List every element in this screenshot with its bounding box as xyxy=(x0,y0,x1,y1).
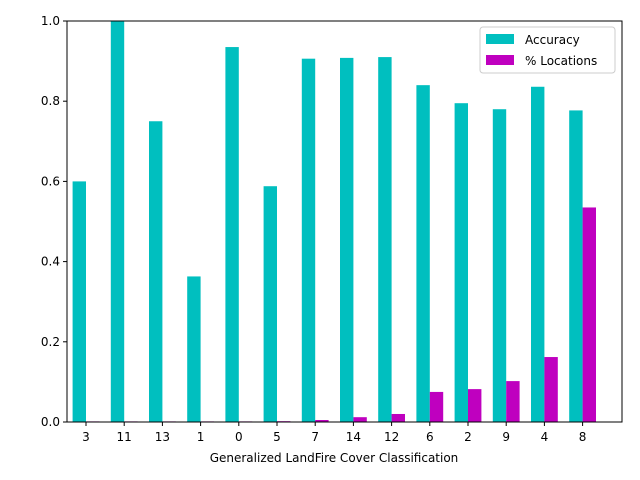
bar-accuracy-7 xyxy=(301,58,316,422)
x-tick-label-3: 3 xyxy=(82,430,90,444)
legend-swatch-accuracy xyxy=(486,34,514,44)
x-tick-label-7: 7 xyxy=(311,430,319,444)
bar-locations-2 xyxy=(468,389,482,422)
bar-locations-14 xyxy=(353,417,367,422)
x-tick-label-9: 9 xyxy=(502,430,510,444)
bar-accuracy-14 xyxy=(340,57,354,422)
bar-accuracy-12 xyxy=(378,57,392,423)
bar-accuracy-3 xyxy=(72,181,86,422)
x-tick-label-2: 2 xyxy=(464,430,472,444)
x-tick-label-11: 11 xyxy=(117,430,132,444)
bar-accuracy-2 xyxy=(454,103,468,422)
bar-locations-7 xyxy=(315,420,329,422)
bar-accuracy-4 xyxy=(531,86,545,422)
x-tick-label-6: 6 xyxy=(426,430,434,444)
bar-accuracy-11 xyxy=(110,21,125,422)
y-tick-label-5: 1.0 xyxy=(41,14,60,28)
x-tick-label-0: 0 xyxy=(235,430,243,444)
y-tick-label-4: 0.8 xyxy=(41,94,60,108)
y-axis-ticks: 0.0 0.2 0.4 0.6 0.8 1.0 xyxy=(41,14,67,429)
legend-label-locations: % Locations xyxy=(525,54,597,68)
bar-locations-12 xyxy=(391,413,405,422)
legend: Accuracy % Locations xyxy=(479,26,616,74)
bar-locations-9 xyxy=(506,381,520,422)
bar-accuracy-8 xyxy=(569,110,583,423)
x-tick-label-13: 13 xyxy=(155,430,170,444)
bars-group xyxy=(72,21,596,423)
bar-accuracy-13 xyxy=(149,121,163,422)
plot-frame xyxy=(66,20,623,423)
y-tick-label-3: 0.6 xyxy=(41,174,60,188)
bar-accuracy-1 xyxy=(187,276,201,422)
bar-accuracy-0 xyxy=(225,47,239,423)
bar-accuracy-9 xyxy=(492,109,507,422)
x-tick-label-1: 1 xyxy=(197,430,205,444)
x-axis-ticks: 3 11 13 1 0 5 7 14 12 6 2 9 4 8 xyxy=(82,422,586,444)
y-tick-label-0: 0.0 xyxy=(41,415,60,429)
bar-locations-6 xyxy=(429,391,444,422)
x-tick-label-8: 8 xyxy=(579,430,587,444)
bar-accuracy-5 xyxy=(263,186,277,422)
y-tick-label-2: 0.4 xyxy=(41,255,60,269)
legend-swatch-locations xyxy=(486,55,514,65)
x-tick-label-14: 14 xyxy=(346,430,361,444)
x-tick-label-4: 4 xyxy=(541,430,549,444)
bar-locations-4 xyxy=(544,357,558,422)
x-tick-label-12: 12 xyxy=(384,430,399,444)
x-axis-label: Generalized LandFire Cover Classificatio… xyxy=(210,451,459,465)
x-tick-label-5: 5 xyxy=(273,430,281,444)
legend-label-accuracy: Accuracy xyxy=(525,33,580,47)
bar-locations-8 xyxy=(582,207,596,422)
y-tick-label-1: 0.2 xyxy=(41,335,60,349)
bar-accuracy-6 xyxy=(416,85,430,422)
